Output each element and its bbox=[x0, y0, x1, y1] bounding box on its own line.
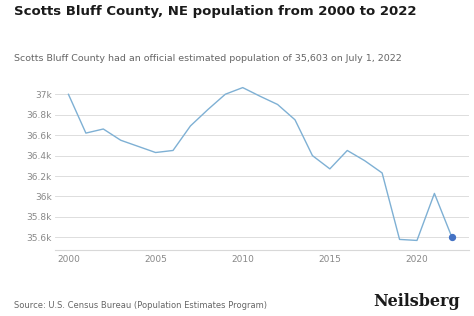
Text: Neilsberg: Neilsberg bbox=[373, 293, 460, 310]
Text: Scotts Bluff County, NE population from 2000 to 2022: Scotts Bluff County, NE population from … bbox=[14, 5, 417, 18]
Point bbox=[448, 234, 456, 240]
Text: Source: U.S. Census Bureau (Population Estimates Program): Source: U.S. Census Bureau (Population E… bbox=[14, 301, 267, 310]
Text: Scotts Bluff County had an official estimated population of 35,603 on July 1, 20: Scotts Bluff County had an official esti… bbox=[14, 54, 402, 63]
